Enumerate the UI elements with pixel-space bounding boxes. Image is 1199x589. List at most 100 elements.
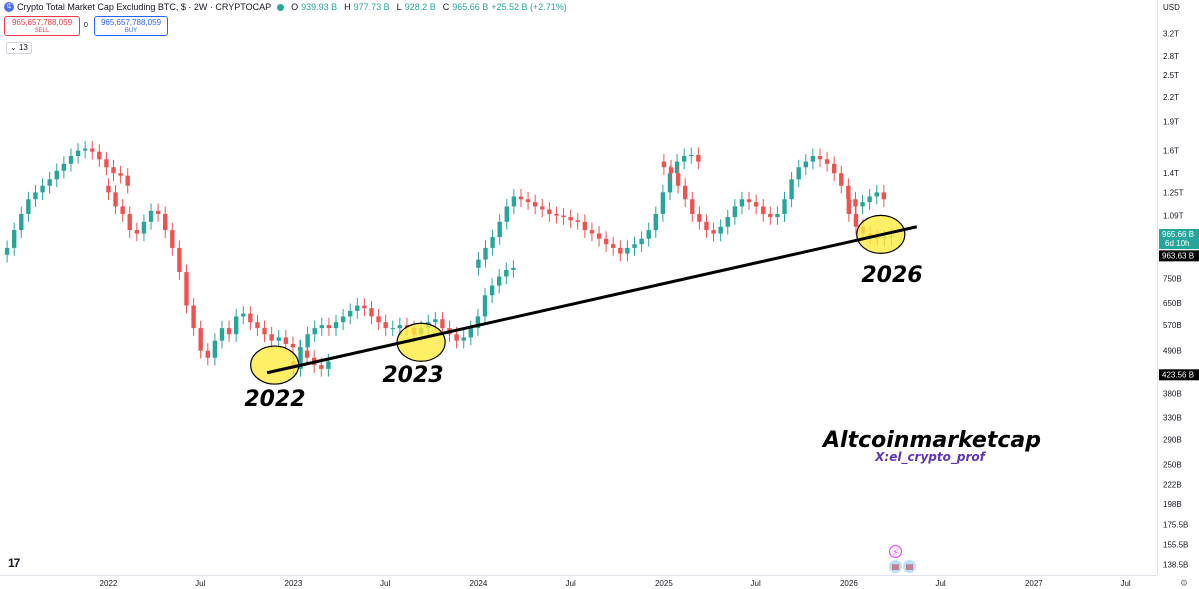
candle: [496, 269, 502, 294]
candle: [141, 214, 147, 242]
indicator-toggle-button[interactable]: ⌄ 13: [6, 42, 32, 54]
candle: [340, 309, 346, 330]
last-price-marker: [1159, 228, 1199, 249]
candle: [118, 165, 123, 184]
candle: [312, 320, 317, 343]
candle: [476, 252, 481, 276]
candle: [369, 300, 374, 325]
highlight-2022: [250, 345, 300, 385]
candle: [11, 222, 17, 256]
price-tick-label: 1.6T: [1163, 147, 1179, 156]
candle: [125, 168, 130, 194]
candle: [468, 320, 474, 346]
sell-price: 965,657,788,059: [11, 18, 73, 27]
candle: [262, 320, 267, 343]
candle: [483, 240, 488, 268]
candle: [191, 298, 196, 336]
price-tick-label: 570B: [1163, 321, 1182, 330]
time-tick-label: Jul: [1120, 579, 1130, 588]
candle: [696, 147, 701, 170]
price-tick-label: 1.9T: [1163, 118, 1179, 127]
author-handle: X:el_crypto_prof: [874, 450, 986, 465]
time-tick-label: 2025: [655, 579, 673, 588]
candle: [661, 154, 667, 176]
candle: [362, 298, 367, 316]
chevron-down-icon: ⌄: [10, 43, 17, 52]
buy-button[interactable]: 965,657,788,059 BUY: [94, 16, 168, 36]
candle: [241, 306, 246, 325]
bar-countdown: 6d 10h: [1165, 239, 1189, 248]
price-markers: 965.66 B 6d 10h 963.63 B 423.56 B: [1159, 228, 1199, 381]
price-tick-label: 198B: [1163, 500, 1182, 509]
candle: [582, 214, 588, 238]
sell-button[interactable]: 965,657,788,059 SELL: [4, 16, 80, 36]
candle: [690, 191, 695, 222]
candle: [704, 214, 709, 238]
candle: [853, 191, 858, 215]
candle: [632, 236, 637, 256]
crypto-cap-icon: ₵: [4, 2, 14, 12]
support-trendline: [266, 225, 918, 375]
candle: [113, 184, 118, 215]
price-axis[interactable]: USD 3.2T 2.8T 2.5T 2.2T 1.9T 1.6T 1.4T 1.25T 1.0…: [1157, 0, 1199, 575]
candle: [33, 184, 38, 208]
candle: [660, 184, 666, 222]
candle: [867, 189, 872, 210]
candle: [675, 165, 681, 194]
candle: [482, 287, 488, 325]
time-axis[interactable]: 2022 Jul 2023 Jul 2024 Jul 2025 Jul 2026 Jul 2027 J…: [0, 575, 1157, 589]
candle: [746, 191, 752, 210]
candle: [198, 320, 203, 359]
candle: [824, 151, 830, 172]
price-tick-label: 290B: [1163, 435, 1182, 444]
chart-title[interactable]: Crypto Total Market Cap Excluding BTC, $…: [17, 2, 272, 12]
candle: [689, 147, 694, 164]
candle: [326, 317, 332, 336]
candle: [625, 240, 630, 262]
candle: [782, 191, 787, 222]
candle: [596, 226, 602, 247]
candles-layer: [4, 141, 894, 377]
candle: [639, 231, 644, 252]
candlestick-chart[interactable]: 2022 2023 2026 Altcoinmarketcap X:el_cry…: [0, 0, 1157, 575]
ohlc-close: 965.66 B: [452, 2, 489, 12]
last-price-label: 965.66 B: [1162, 230, 1194, 239]
settings-gear-icon[interactable]: ⚙: [1180, 578, 1189, 588]
candle: [148, 203, 154, 230]
candle: [732, 199, 738, 225]
candle: [163, 206, 168, 238]
candle: [561, 208, 566, 225]
lightning-icon[interactable]: ⚡: [889, 545, 902, 558]
candle: [4, 240, 10, 263]
candle: [504, 199, 509, 230]
candle: [874, 184, 879, 205]
watermark-text: Altcoinmarketcap: [821, 428, 1041, 453]
tradingview-logo[interactable]: 17: [8, 556, 20, 570]
candle: [525, 191, 531, 210]
candle: [490, 229, 495, 256]
candle: [846, 191, 852, 222]
price-tick-label: 2.8T: [1163, 52, 1179, 61]
time-tick-label: 2026: [840, 579, 858, 588]
candle: [775, 206, 780, 225]
us-flag-event-icon[interactable]: ▤: [889, 560, 902, 573]
candle: [134, 222, 140, 242]
us-flag-event-icon-2[interactable]: ▤: [903, 560, 916, 573]
candle: [497, 214, 502, 245]
low-level-label: 423.56 B: [1162, 370, 1194, 379]
candle: [681, 148, 687, 170]
candle: [831, 156, 837, 181]
time-tick-label: 2024: [470, 579, 488, 588]
candle: [739, 191, 745, 215]
candle: [276, 329, 281, 349]
candle: [54, 163, 59, 188]
candle: [789, 171, 794, 208]
candle: [817, 148, 823, 168]
candle: [127, 206, 132, 238]
price-tick-label: 330B: [1163, 414, 1182, 423]
time-tick-label: 2022: [100, 579, 118, 588]
candle: [68, 148, 74, 172]
candle: [383, 314, 388, 336]
ohlc-high: 977.73 B: [353, 2, 390, 12]
candle: [61, 156, 67, 179]
